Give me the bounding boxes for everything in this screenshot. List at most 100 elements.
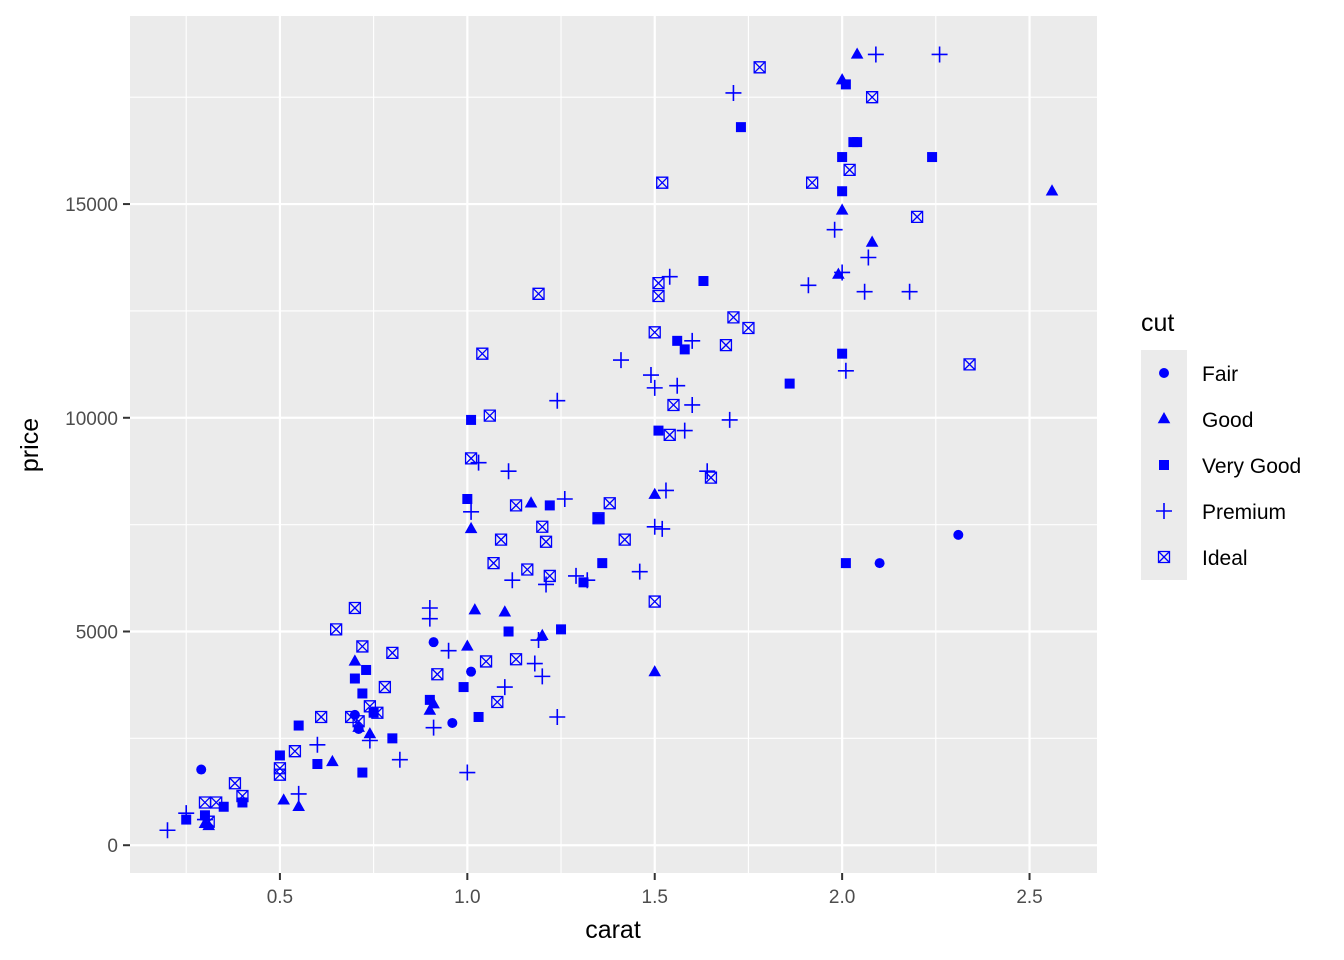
data-point-ideal bbox=[652, 276, 665, 290]
data-point-ideal bbox=[464, 452, 478, 465]
x-tick-label: 2.5 bbox=[1016, 887, 1042, 908]
data-point-very-good bbox=[837, 152, 848, 163]
data-point-very-good bbox=[312, 759, 323, 770]
data-point-very-good bbox=[293, 720, 304, 731]
data-point-very-good bbox=[852, 137, 863, 148]
plot-panel bbox=[130, 16, 1097, 873]
data-point-ideal bbox=[704, 471, 718, 484]
data-point-ideal bbox=[371, 706, 384, 719]
data-point-premium bbox=[579, 572, 596, 589]
data-point-very-good bbox=[597, 558, 608, 569]
data-point-good bbox=[292, 799, 305, 811]
data-point-premium bbox=[391, 751, 408, 768]
data-point-ideal bbox=[356, 640, 369, 653]
data-point-ideal bbox=[348, 601, 362, 615]
data-point-premium bbox=[699, 463, 716, 480]
data-points bbox=[159, 46, 1059, 839]
data-point-very-good bbox=[218, 801, 229, 812]
data-point-very-good bbox=[237, 797, 248, 808]
data-point-premium bbox=[568, 567, 585, 584]
data-point-good bbox=[498, 605, 512, 617]
x-tick-label: 1.0 bbox=[454, 887, 480, 908]
legend-key-good bbox=[1157, 412, 1171, 424]
data-point-premium bbox=[526, 655, 543, 672]
data-point-very-good bbox=[357, 688, 368, 699]
minor-gridlines bbox=[130, 16, 1097, 873]
data-point-premium bbox=[860, 249, 877, 266]
data-point-ideal bbox=[378, 680, 392, 694]
data-point-premium bbox=[496, 679, 513, 696]
data-point-ideal bbox=[536, 520, 549, 533]
data-point-premium bbox=[684, 332, 701, 349]
data-point-fair bbox=[466, 666, 477, 677]
x-tick-label: 2.0 bbox=[829, 887, 855, 908]
data-point-good bbox=[835, 203, 849, 215]
data-point-ideal bbox=[727, 311, 740, 324]
data-point-very-good bbox=[503, 626, 514, 637]
data-point-premium bbox=[556, 490, 573, 507]
data-point-ideal bbox=[742, 321, 755, 335]
data-point-premium bbox=[725, 84, 742, 101]
y-axis: 0 5000 10000 15000 bbox=[65, 195, 130, 857]
data-point-very-good bbox=[653, 425, 664, 436]
data-point-premium bbox=[459, 764, 476, 781]
data-point-ideal bbox=[494, 533, 508, 546]
data-point-very-good bbox=[578, 577, 589, 588]
data-point-very-good bbox=[368, 707, 379, 718]
data-point-very-good bbox=[361, 664, 372, 675]
data-point-premium bbox=[837, 362, 854, 379]
data-point-premium bbox=[661, 268, 678, 285]
data-point-premium bbox=[676, 422, 693, 439]
data-point-ideal bbox=[719, 338, 733, 352]
data-point-premium bbox=[642, 367, 659, 384]
data-point-ideal bbox=[509, 653, 523, 666]
data-point-ideal bbox=[532, 287, 545, 300]
data-point-fair bbox=[447, 717, 458, 728]
data-point-premium bbox=[549, 392, 566, 409]
x-tick-label: 0.5 bbox=[267, 887, 293, 908]
y-tick-label: 0 bbox=[107, 836, 118, 857]
data-point-very-good bbox=[679, 344, 690, 355]
data-point-good bbox=[524, 496, 538, 508]
data-point-ideal bbox=[273, 768, 287, 781]
data-point-ideal bbox=[656, 176, 669, 189]
data-point-very-good bbox=[840, 558, 851, 569]
data-point-premium bbox=[867, 46, 884, 63]
data-point-ideal bbox=[202, 815, 215, 828]
data-point-ideal bbox=[648, 326, 661, 339]
data-point-premium bbox=[440, 642, 457, 659]
data-point-very-good bbox=[387, 733, 398, 744]
data-point-very-good bbox=[784, 378, 795, 389]
legend: cut Fair Good Very Good Premium Ideal bbox=[1141, 309, 1301, 580]
data-point-ideal bbox=[198, 796, 212, 809]
legend-title: cut bbox=[1141, 309, 1174, 337]
y-tick-label: 10000 bbox=[65, 409, 118, 430]
data-point-ideal bbox=[603, 497, 616, 510]
data-point-good bbox=[648, 487, 662, 499]
legend-label-good: Good bbox=[1202, 409, 1253, 432]
data-point-ideal bbox=[865, 91, 879, 104]
data-point-premium bbox=[534, 668, 551, 685]
data-point-good bbox=[348, 654, 362, 666]
data-point-ideal bbox=[910, 210, 924, 224]
data-point-very-good bbox=[473, 711, 484, 722]
data-point-very-good bbox=[274, 750, 285, 761]
data-point-premium bbox=[309, 736, 326, 753]
legend-label-premium: Premium bbox=[1202, 501, 1286, 524]
legend-key-premium bbox=[1156, 503, 1172, 519]
data-point-premium bbox=[800, 277, 817, 294]
data-point-good bbox=[326, 754, 339, 767]
x-tick-label: 1.5 bbox=[642, 887, 668, 908]
data-point-ideal bbox=[479, 655, 493, 668]
data-point-premium bbox=[834, 264, 851, 281]
data-point-fair bbox=[428, 637, 439, 648]
data-point-premium bbox=[669, 377, 686, 394]
data-point-premium bbox=[530, 632, 547, 649]
data-point-ideal bbox=[288, 745, 302, 758]
data-point-ideal bbox=[521, 563, 534, 576]
data-point-premium bbox=[654, 520, 671, 537]
data-point-ideal bbox=[315, 710, 328, 724]
data-point-very-good bbox=[927, 152, 938, 163]
data-point-ideal bbox=[663, 428, 676, 442]
data-point-ideal bbox=[543, 569, 556, 583]
